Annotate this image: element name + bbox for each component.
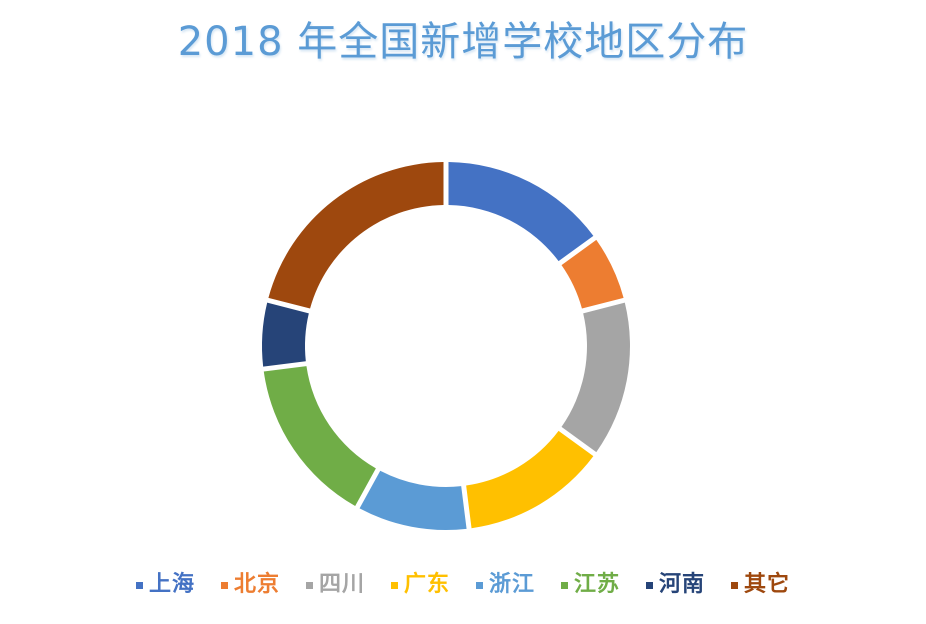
donut-slice-7	[261, 302, 309, 367]
donut-slice-8	[268, 162, 444, 309]
donut-slice-6	[263, 366, 376, 507]
legend-item: 河南	[646, 571, 705, 599]
donut-slice-2	[561, 239, 624, 309]
legend-marker	[390, 581, 398, 589]
legend-label: 四川	[318, 572, 365, 597]
legend-label: 河南	[659, 572, 706, 597]
legend-marker	[135, 581, 143, 589]
donut-slice-3	[561, 302, 630, 453]
legend-marker	[476, 581, 483, 589]
donut-slice-1	[448, 162, 594, 262]
chart-legend: 上海 北京 四川 广东 浙江 江苏 河南 其它	[0, 565, 926, 605]
legend-label: 江苏	[574, 572, 621, 597]
legend-marker	[646, 581, 654, 589]
donut-slice-5	[359, 470, 467, 531]
legend-item: 上海	[135, 571, 195, 599]
legend-item: 其它	[731, 571, 790, 599]
donut-slice-4	[466, 430, 594, 529]
legend-label: 浙江	[489, 572, 536, 597]
legend-item: 江苏	[561, 571, 620, 599]
legend-item: 广东	[390, 571, 450, 599]
legend-marker	[220, 581, 228, 589]
legend-label: 北京	[233, 572, 280, 597]
legend-marker	[731, 581, 739, 589]
chart-title: 2018 年全国新增学校地区分布	[177, 19, 749, 65]
legend-label: 广东	[403, 572, 450, 597]
legend-item: 浙江	[476, 571, 535, 599]
legend-marker	[305, 581, 313, 589]
legend-label: 其它	[744, 572, 791, 597]
legend-item: 四川	[305, 571, 365, 599]
legend-item: 北京	[220, 571, 280, 599]
legend-marker	[561, 581, 569, 589]
legend-label: 上海	[148, 572, 195, 597]
